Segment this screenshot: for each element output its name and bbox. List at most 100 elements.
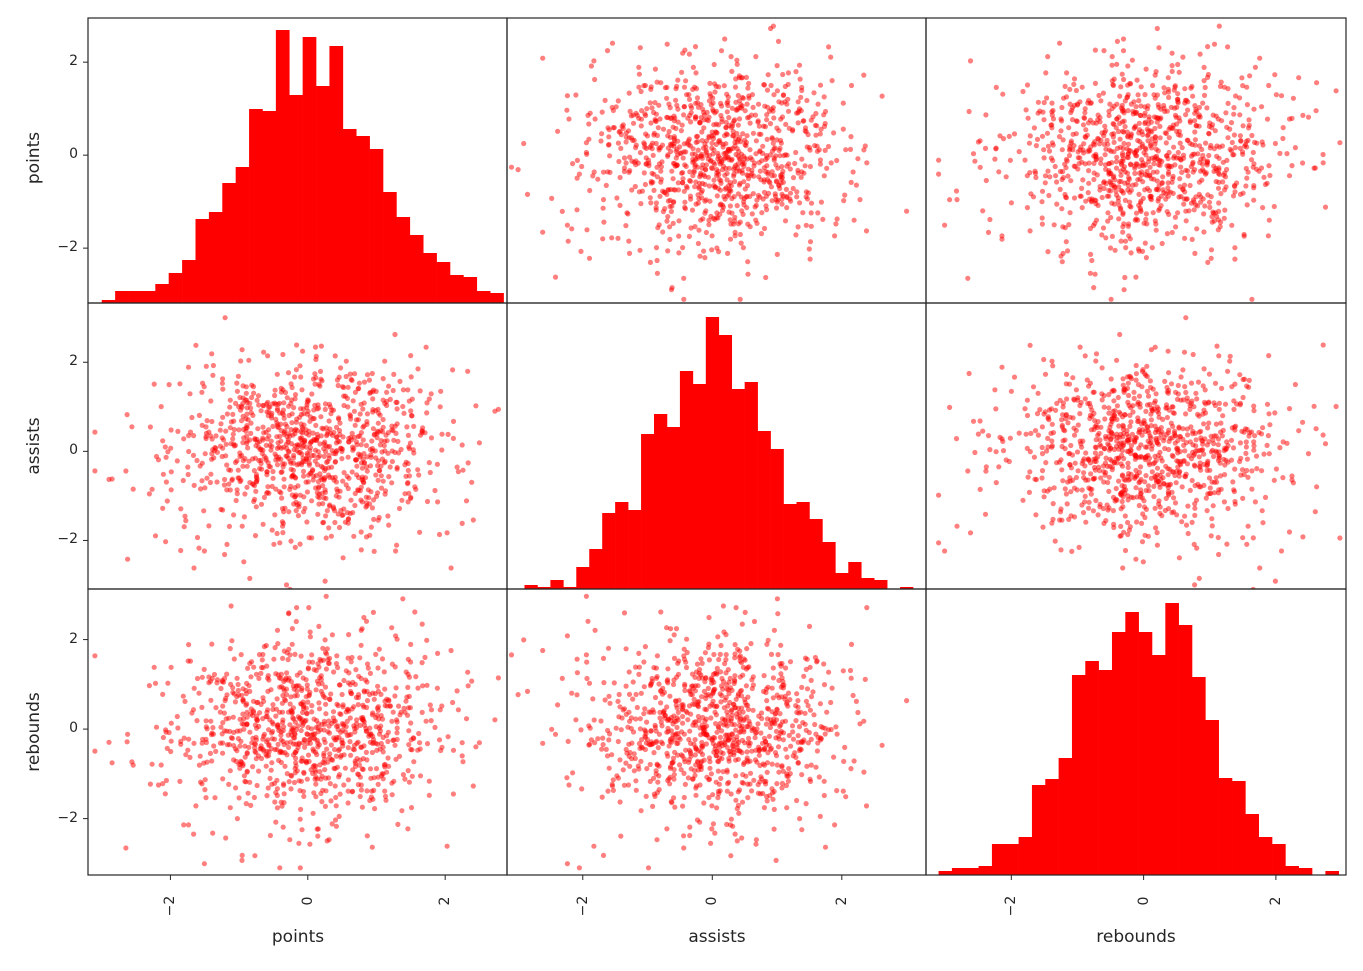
row-label-assists: assists [24, 346, 44, 546]
hist-bar [303, 37, 317, 303]
row-label-rebounds: rebounds [24, 632, 44, 832]
hist-bar [1232, 781, 1246, 875]
hist-bar [142, 291, 156, 303]
hist-bar [706, 317, 719, 589]
hist-bar [848, 562, 861, 589]
hist-bar [1205, 720, 1219, 875]
hist-bar [169, 273, 183, 303]
hist-bar [1165, 603, 1179, 875]
hist-bar [1112, 632, 1126, 875]
hist-bar [784, 504, 797, 589]
xtick-rebounds: −2 [1003, 891, 1019, 921]
hist-bar [1072, 675, 1086, 875]
hist-bar [1219, 778, 1233, 875]
hist-bar [115, 291, 129, 303]
hist-bar [615, 502, 628, 589]
ytick-assists: −2 [48, 531, 78, 547]
hist-bar [1005, 844, 1019, 875]
hist-bar [758, 431, 771, 589]
hist-bar [437, 262, 451, 303]
hist-bar [1125, 612, 1139, 875]
hist-bar [209, 212, 223, 303]
hist-bar [874, 580, 887, 589]
col-label-points: points [198, 927, 398, 947]
hist-bar [396, 217, 410, 303]
hist-bar [1099, 670, 1113, 875]
hist-bar [992, 844, 1006, 875]
hist-bar [822, 542, 835, 589]
hist-bar [356, 136, 370, 303]
col-label-rebounds: rebounds [1036, 927, 1236, 947]
ytick-points: 0 [48, 146, 78, 162]
hist-bar [129, 291, 143, 303]
col-label-assists: assists [617, 927, 817, 947]
hist-bar [602, 513, 615, 589]
hist-bar [463, 277, 477, 303]
hist-bar [262, 111, 276, 303]
hist-bar [222, 183, 236, 303]
ytick-points: −2 [48, 239, 78, 255]
hist-bar [155, 284, 169, 303]
hist-bar [370, 149, 384, 303]
xtick-assists: 2 [834, 886, 850, 916]
hist-bar [329, 46, 343, 303]
panel-frame [926, 18, 1346, 303]
panel-points-vs-points [88, 18, 507, 303]
hist-bar [719, 335, 732, 589]
hist-bar [423, 253, 437, 303]
hist-bar [693, 384, 706, 589]
ytick-rebounds: 2 [48, 631, 78, 647]
xtick-rebounds: 0 [1136, 886, 1152, 916]
hist-bar [1192, 677, 1206, 875]
ytick-assists: 0 [48, 442, 78, 458]
hist-bar [477, 291, 491, 303]
hist-bar [316, 86, 330, 303]
hist-bar [771, 449, 784, 589]
hist-bar [667, 427, 680, 589]
xtick-assists: 0 [704, 886, 720, 916]
hist-bar [809, 519, 822, 589]
hist-bar [182, 260, 196, 303]
hist-bar [236, 167, 250, 303]
hist-bar [745, 382, 758, 589]
panel-assists-vs-rebounds [926, 303, 1346, 592]
ytick-rebounds: 0 [48, 720, 78, 736]
panel-frame [926, 303, 1346, 589]
xtick-points: −2 [162, 891, 178, 921]
ytick-points: 2 [48, 53, 78, 69]
hist-bar [1059, 758, 1073, 875]
hist-bar [276, 30, 290, 303]
hist-bar [628, 510, 641, 589]
panel-rebounds-vs-points [88, 589, 517, 875]
panel-rebounds-vs-assists [507, 589, 926, 875]
hist-bar [343, 129, 357, 303]
xtick-assists: −2 [575, 891, 591, 921]
hist-bar [195, 219, 209, 303]
hist-bar [1045, 779, 1059, 875]
hist-bar [1259, 837, 1273, 875]
hist-bar [1245, 814, 1259, 875]
hist-bar [490, 293, 504, 303]
hist-bar [1019, 837, 1033, 875]
xtick-points: 2 [437, 886, 453, 916]
panel-frame [88, 589, 507, 875]
hist-bar [1272, 844, 1286, 875]
hist-bar [835, 573, 848, 589]
hist-bar [861, 578, 874, 589]
hist-bar [1152, 655, 1166, 875]
hist-bar [1032, 785, 1046, 875]
hist-bar [1139, 632, 1153, 875]
hist-bar [796, 502, 809, 589]
hist-bar [249, 109, 263, 303]
hist-bar [1299, 868, 1313, 875]
hist-bar [952, 868, 966, 875]
row-label-points: points [24, 58, 44, 258]
hist-bar [550, 580, 563, 589]
panel-points-vs-rebounds [926, 13, 1346, 303]
panel-rebounds-vs-rebounds [926, 589, 1346, 875]
panel-assists-vs-points [88, 303, 517, 592]
panel-assists-vs-assists [507, 303, 926, 589]
hist-bar [732, 389, 745, 589]
